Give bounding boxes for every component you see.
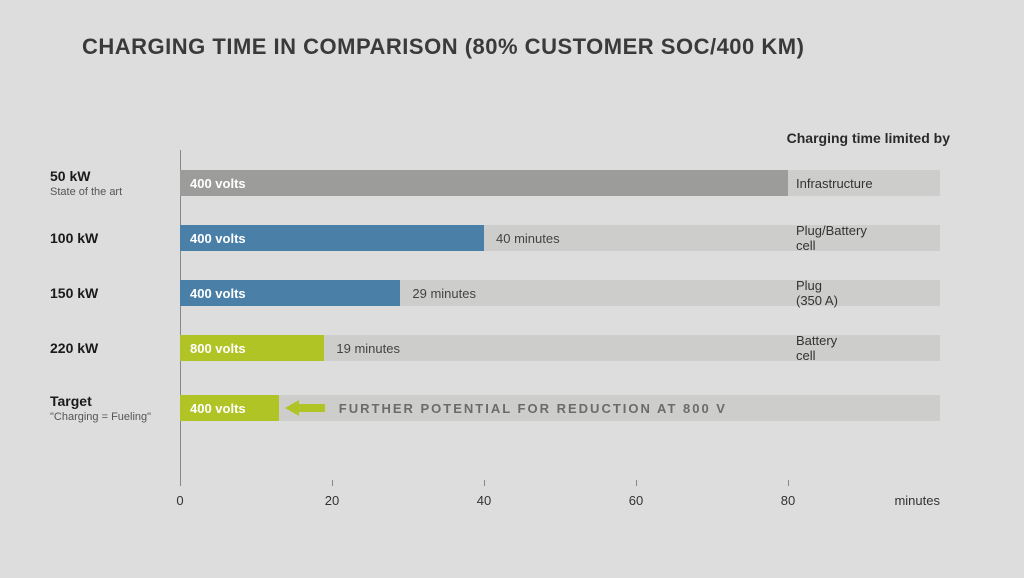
bar-value-label: 29 minutes bbox=[400, 280, 476, 306]
row-kw: 150 kW bbox=[50, 285, 175, 301]
row-left-label: 150 kW bbox=[50, 280, 175, 306]
plot-area: 50 kWState of the art400 voltsInfrastruc… bbox=[180, 150, 940, 480]
limit-label: Plug (350 A) bbox=[796, 280, 940, 306]
reduction-arrow-icon bbox=[285, 395, 325, 421]
bar: 400 volts bbox=[180, 395, 279, 421]
x-tick-label: 60 bbox=[629, 493, 643, 508]
bar: 400 volts bbox=[180, 225, 484, 251]
row-kw: 50 kW bbox=[50, 168, 175, 184]
potential-reduction-text: FURTHER POTENTIAL FOR REDUCTION AT 800 V bbox=[339, 395, 727, 421]
chart-title: CHARGING TIME IN COMPARISON (80% CUSTOME… bbox=[82, 34, 804, 60]
row-left-label: 50 kW State of the art bbox=[50, 170, 175, 196]
row-left-label: 220 kW bbox=[50, 335, 175, 361]
row-kw: 220 kW bbox=[50, 340, 175, 356]
x-tick-label: 0 bbox=[176, 493, 183, 508]
limit-label: Infrastructure bbox=[796, 170, 963, 196]
row-left-label: Target "Charging = Fueling" bbox=[50, 395, 175, 421]
x-tick-label: 80 bbox=[781, 493, 795, 508]
bar-row: 100 kW400 volts40 minutesPlug/Battery ce… bbox=[180, 225, 940, 251]
row-kw: Target bbox=[50, 393, 175, 409]
bar-value-label: 40 minutes bbox=[484, 225, 560, 251]
bar-row: 150 kW400 volts29 minutesPlug (350 A) bbox=[180, 280, 940, 306]
y-axis-line bbox=[180, 150, 181, 480]
x-tick bbox=[332, 480, 333, 486]
chart-area: 50 kW State of the art 400 volts Infrastruc… bbox=[50, 150, 974, 530]
bar-value-label: 19 minutes bbox=[324, 335, 400, 361]
bar: 800 volts bbox=[180, 335, 324, 361]
row-subtitle: State of the art bbox=[50, 186, 175, 198]
x-tick-label: 40 bbox=[477, 493, 491, 508]
bar-row: Target"Charging = Fueling"400 voltsFURTH… bbox=[180, 395, 940, 421]
x-tick bbox=[484, 480, 485, 486]
bar-row: 50 kWState of the art400 voltsInfrastruc… bbox=[180, 170, 940, 196]
limit-label: Battery cell bbox=[796, 335, 940, 361]
bar: 400 volts bbox=[180, 170, 788, 196]
x-tick bbox=[636, 480, 637, 486]
bar: 400 volts bbox=[180, 280, 400, 306]
axis-unit: minutes bbox=[894, 493, 940, 508]
limit-label: Plug/Battery cell bbox=[796, 225, 957, 251]
legend-header: Charging time limited by bbox=[787, 130, 950, 146]
row-kw: 100 kW bbox=[50, 230, 175, 246]
x-tick bbox=[788, 480, 789, 486]
x-tick bbox=[180, 480, 181, 486]
bar-row: 220 kW800 volts19 minutesBattery cell bbox=[180, 335, 940, 361]
row-left-label: 100 kW bbox=[50, 225, 175, 251]
row-subtitle: "Charging = Fueling" bbox=[50, 411, 175, 423]
x-tick-label: 20 bbox=[325, 493, 339, 508]
